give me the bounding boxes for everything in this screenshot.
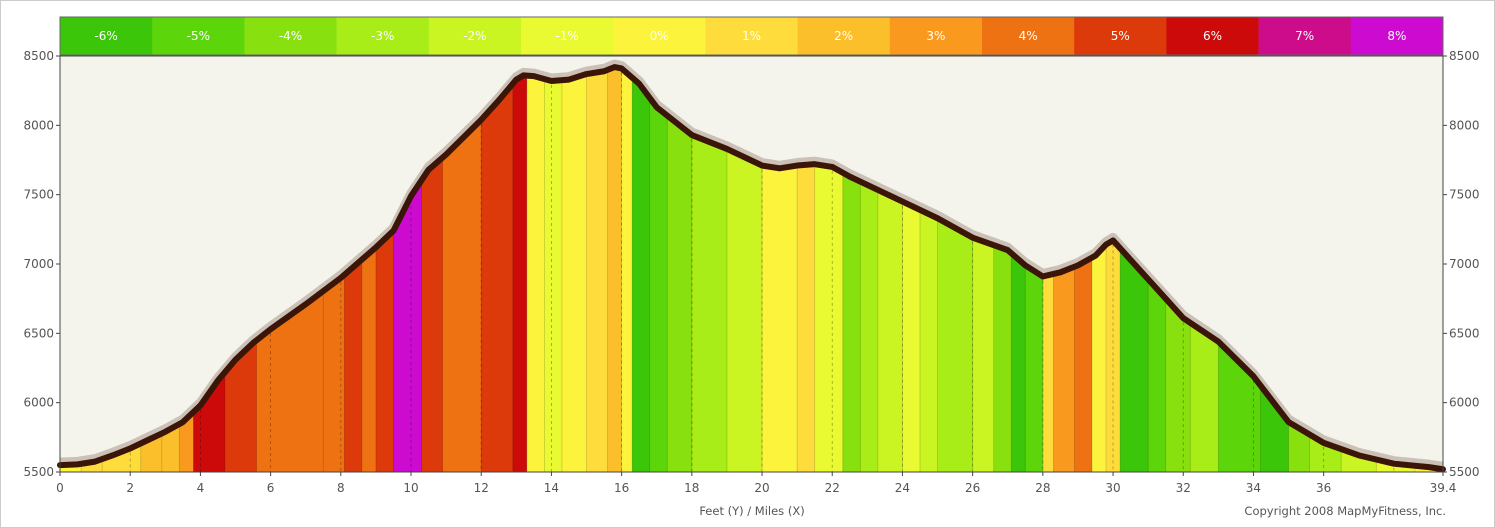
legend-label: 5% — [1111, 29, 1130, 43]
legend-label: -6% — [94, 29, 117, 43]
x-tick-label: 14 — [544, 481, 559, 495]
x-tick-label: 6 — [267, 481, 275, 495]
x-tick-label: 32 — [1176, 481, 1191, 495]
sky-mask-layer — [60, 56, 1443, 470]
y-tick-label: 6000 — [23, 396, 54, 410]
x-tick-label: 36 — [1316, 481, 1331, 495]
grade-legend: -6% -5% -4% -3% -2% -1% 0% 1% 2% 3% 4% 5% 6% 7% 8% — [59, 16, 1444, 56]
legend-label: -2% — [463, 29, 486, 43]
y-tick-label-right: 8500 — [1449, 49, 1480, 63]
legend-swatch — [521, 17, 614, 55]
x-tick-label: 34 — [1246, 481, 1261, 495]
legend-swatch — [705, 17, 798, 55]
x-tick-label: 4 — [197, 481, 205, 495]
grade-segment — [621, 56, 633, 472]
legend-swatch — [1258, 17, 1352, 55]
y-tick-label-right: 7000 — [1449, 257, 1480, 271]
x-tick-label: 26 — [965, 481, 980, 495]
x-tick-label: 0 — [56, 481, 64, 495]
copyright-text: Copyright 2008 MapMyFitness, Inc. — [1244, 504, 1446, 518]
grade-segment — [607, 56, 623, 472]
legend-label: 8% — [1387, 29, 1406, 43]
x-tick-label: 22 — [825, 481, 840, 495]
y-tick-label-right: 8000 — [1449, 118, 1480, 132]
x-tick-label: 24 — [895, 481, 910, 495]
legend-swatch — [244, 17, 337, 55]
legend-swatch — [336, 17, 430, 55]
x-axis-title: Feet (Y) / Miles (X) — [699, 504, 804, 518]
x-tick-label: 30 — [1105, 481, 1120, 495]
y-tick-label: 7000 — [23, 257, 54, 271]
grade-segment — [586, 56, 608, 472]
x-tick-label: 16 — [614, 481, 629, 495]
grade-segment — [512, 56, 528, 472]
axes-layer: 5500 5500 6000 6000 6500 6500 7000 7000 7500 7500… — [23, 49, 1479, 495]
x-tick-label: 10 — [403, 481, 418, 495]
x-tick-label: 8 — [337, 481, 345, 495]
legend-label: -4% — [279, 29, 302, 43]
x-tick-label: 18 — [684, 481, 699, 495]
legend-label: 6% — [1203, 29, 1222, 43]
legend-border — [59, 16, 1444, 56]
legend-swatch — [1350, 17, 1444, 55]
legend-swatch — [1166, 17, 1259, 55]
legend-label: -1% — [555, 29, 578, 43]
legend-swatch — [60, 17, 153, 55]
legend-swatch — [889, 17, 983, 55]
x-tick-label: 12 — [474, 481, 489, 495]
legend-label: -3% — [371, 29, 394, 43]
grade-segment — [481, 56, 514, 472]
y-tick-label: 7500 — [23, 188, 54, 202]
grade-segment — [632, 56, 651, 472]
grade-segment — [544, 56, 563, 472]
legend-label: 0% — [650, 29, 669, 43]
sky-mask — [60, 56, 1443, 470]
legend-swatch — [152, 17, 245, 55]
x-tick-label: 2 — [126, 481, 134, 495]
legend-swatch — [428, 17, 522, 55]
legend-label: 4% — [1019, 29, 1038, 43]
legend-swatch — [613, 17, 706, 55]
legend-swatch — [1074, 17, 1167, 55]
legend-label: -5% — [187, 29, 210, 43]
y-tick-label-right: 5500 — [1449, 465, 1480, 479]
x-tick-label: 39.4 — [1430, 481, 1457, 495]
x-tick-label: 28 — [1035, 481, 1050, 495]
y-tick-label-right: 7500 — [1449, 188, 1480, 202]
grade-segment — [649, 56, 668, 472]
x-tick-label: 20 — [754, 481, 769, 495]
legend-label: 2% — [834, 29, 853, 43]
grade-segment — [561, 56, 587, 472]
legend-swatch — [797, 17, 891, 55]
y-tick-label-right: 6500 — [1449, 326, 1480, 340]
y-tick-label: 8000 — [23, 118, 54, 132]
legend-label: 1% — [742, 29, 761, 43]
legend-swatch — [982, 17, 1075, 55]
grade-segment — [526, 56, 545, 472]
y-tick-label: 5500 — [23, 465, 54, 479]
legend-label: 3% — [926, 29, 945, 43]
elevation-line — [57, 64, 1446, 473]
elevation-outline-layer — [57, 59, 1446, 473]
y-tick-label: 8500 — [23, 49, 54, 63]
y-tick-label: 6500 — [23, 326, 54, 340]
legend-label: 7% — [1295, 29, 1314, 43]
y-tick-label-right: 6000 — [1449, 396, 1480, 410]
